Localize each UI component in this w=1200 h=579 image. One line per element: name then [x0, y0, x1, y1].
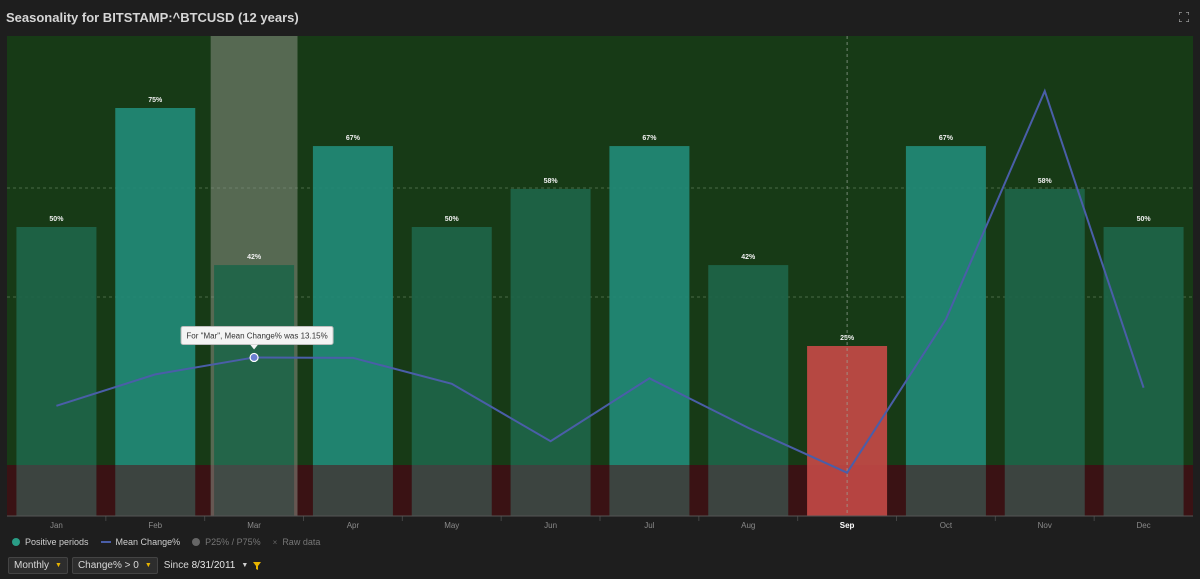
bar-value-label: 58%	[544, 178, 559, 185]
chart-legend: Positive periods Mean Change% P25% / P75…	[12, 535, 332, 549]
bar	[708, 265, 789, 465]
since-date: 8/31/2011	[191, 560, 236, 571]
mean-change-line	[56, 88, 1145, 474]
x-tick-label: Jan	[50, 521, 63, 530]
x-tick-label: Apr	[347, 521, 360, 530]
x-tick-label: Aug	[741, 521, 755, 530]
bar-value-label: 67%	[642, 135, 657, 142]
legend-positive-periods[interactable]: Positive periods	[12, 537, 89, 547]
seasonality-chart: 50% 75% 42% 67% 50% 58% 67% 42% 25% 67% 58% 50% Jan F…	[7, 36, 1193, 530]
legend-mean-change[interactable]: Mean Change%	[100, 537, 181, 547]
legend-raw-label: Raw data	[282, 537, 321, 547]
bar-negative-part	[115, 465, 196, 516]
since-control[interactable]: Since 8/31/2011	[164, 560, 236, 571]
x-tick-label: Feb	[148, 521, 162, 530]
bar	[510, 188, 591, 466]
bar-negative-part	[510, 465, 591, 516]
bar-negative-part	[411, 465, 492, 516]
chevron-down-icon: ▼	[55, 562, 62, 569]
negative-zone	[7, 465, 1193, 516]
bar-value-label: 50%	[49, 216, 64, 223]
legend-positive-label: Positive periods	[25, 537, 89, 547]
bar	[214, 265, 295, 465]
bar-negative-part	[609, 465, 690, 516]
period-select[interactable]: Monthly ▼	[8, 557, 68, 574]
bar-negative-part	[708, 465, 789, 516]
bar-negative-part	[214, 465, 295, 516]
legend-cross-icon: ×	[272, 537, 278, 547]
bar	[905, 146, 986, 465]
x-tick-label: May	[444, 521, 459, 530]
x-tick-label: Jul	[644, 521, 654, 530]
chevron-down-icon[interactable]: ▼	[241, 562, 249, 569]
period-select-value: Monthly	[14, 560, 50, 571]
x-tick-label: Dec	[1136, 521, 1150, 530]
bar-negative-part	[1004, 465, 1085, 516]
bar-negative-part	[312, 465, 393, 516]
tooltip-text: For "Mar", Mean Change% was 13.15%	[186, 331, 327, 340]
bar-value-label: 50%	[1137, 216, 1152, 223]
bar-value-label: 67%	[939, 135, 954, 142]
filter-select[interactable]: Change% > 0 ▼	[71, 557, 158, 574]
bar-value-label: 42%	[741, 254, 756, 261]
bar-value-label: 42%	[247, 254, 262, 261]
bar-negative-part	[905, 465, 986, 516]
bar-negative-part	[1103, 465, 1184, 516]
bar	[411, 227, 492, 465]
filter-icon[interactable]	[253, 561, 262, 570]
positive-zone	[7, 36, 1193, 465]
bar-value-label: 67%	[346, 135, 361, 142]
legend-dot-icon	[192, 538, 201, 546]
x-tick-label: Nov	[1038, 521, 1052, 530]
since-label: Since	[163, 560, 189, 571]
bar	[1004, 188, 1085, 466]
filter-select-value: Change% > 0	[77, 560, 139, 571]
bar	[807, 346, 888, 465]
bar-value-label: 75%	[148, 97, 163, 104]
chart-controls: Monthly ▼ Change% > 0 ▼ Since 8/31/2011 …	[8, 557, 262, 574]
bar-value-label: 58%	[1038, 178, 1053, 185]
legend-raw-data[interactable]: × Raw data	[273, 537, 321, 547]
hover-point	[249, 352, 259, 363]
x-tick-label: Mar	[247, 521, 261, 530]
bar-value-label: 50%	[445, 216, 460, 223]
bar	[312, 146, 393, 465]
tooltip-pointer	[250, 344, 259, 350]
chart-title: Seasonality for BITSTAMP:^BTCUSD (12 yea…	[6, 10, 299, 25]
x-tick-label: Oct	[940, 521, 953, 530]
bar-negative-part	[16, 465, 97, 516]
legend-pct-label: P25% / P75%	[205, 537, 261, 547]
x-tick-label: Jun	[544, 521, 557, 530]
chevron-down-icon: ▼	[144, 562, 152, 569]
bar	[1103, 227, 1184, 465]
legend-line-icon	[100, 541, 111, 543]
bar-value-label: 25%	[840, 335, 855, 342]
bar	[16, 227, 97, 465]
legend-dot-icon	[12, 538, 20, 546]
bar	[115, 108, 196, 465]
legend-mean-label: Mean Change%	[115, 537, 181, 547]
x-tick-label: Sep	[840, 521, 855, 530]
bar	[609, 146, 690, 465]
legend-percentiles[interactable]: P25% / P75%	[192, 537, 261, 547]
